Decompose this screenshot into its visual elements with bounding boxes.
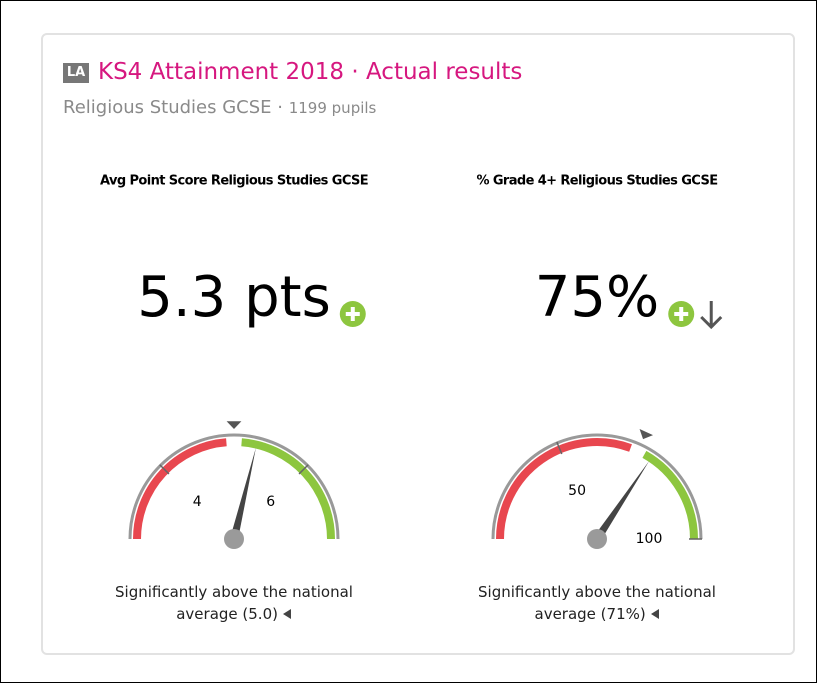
- pupils: 1199 pupils: [288, 99, 377, 117]
- tick-label: 50: [568, 483, 586, 499]
- needle-hub: [587, 529, 607, 549]
- subject: Religious Studies GCSE ·: [63, 97, 283, 118]
- gauge-band: [496, 438, 632, 540]
- caption-text: Significantly above the national average…: [478, 583, 716, 623]
- badge: LA: [63, 63, 89, 83]
- tick-mark: [298, 464, 309, 475]
- card-title: KS4 Attainment 2018 · Actual results: [98, 59, 523, 85]
- value-label: 75%: [535, 265, 659, 330]
- caption: Significantly above the national average…: [452, 581, 742, 625]
- plus-sign: [674, 307, 689, 321]
- tick-label: 4: [193, 494, 202, 510]
- plus-sign: [345, 307, 360, 321]
- gauge-axis: [491, 433, 703, 540]
- caret: [650, 609, 659, 619]
- tick-label: 100: [636, 531, 663, 547]
- gauge-band: [133, 438, 227, 540]
- tick-mark: [556, 441, 563, 455]
- reference-marker: [639, 428, 654, 440]
- needle: [593, 460, 650, 542]
- needle-hub: [224, 529, 244, 549]
- gauge-title: Avg Point Score Religious Studies GCSE: [100, 174, 368, 189]
- caption: Significantly above the national average…: [89, 581, 379, 625]
- caret: [282, 609, 291, 619]
- gauge-title: % Grade 4+ Religious Studies GCSE: [476, 174, 717, 189]
- tick-label: 6: [266, 494, 275, 510]
- trend-down: [700, 301, 723, 330]
- gauge-band: [241, 438, 335, 540]
- reference-marker: [226, 421, 242, 429]
- needle: [230, 447, 256, 540]
- value-label: 5.3 pts: [137, 265, 331, 330]
- gauge-band: [642, 450, 698, 540]
- tick-mark: [159, 464, 170, 475]
- caption-text: Significantly above the national average…: [115, 583, 353, 623]
- card: [41, 33, 795, 655]
- gauge-axis: [128, 433, 340, 540]
- subtitle: Religious Studies GCSE · 1199 pupils: [63, 97, 376, 118]
